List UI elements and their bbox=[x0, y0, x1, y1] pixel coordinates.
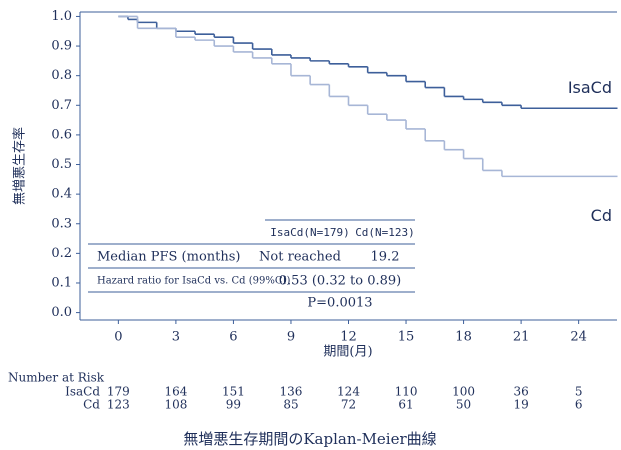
risk-row-label: Cd bbox=[83, 398, 100, 412]
x-tick-label: 0 bbox=[114, 330, 122, 345]
risk-value: 72 bbox=[341, 398, 356, 412]
x-tick-label: 6 bbox=[229, 330, 237, 345]
x-tick-label: 24 bbox=[570, 330, 587, 345]
risk-value: 110 bbox=[395, 385, 418, 399]
risk-value: 136 bbox=[280, 385, 303, 399]
risk-value: 99 bbox=[226, 398, 241, 412]
series-label: Cd bbox=[591, 206, 612, 225]
risk-title: Number at Risk bbox=[8, 371, 105, 385]
y-tick-label: 0.2 bbox=[51, 246, 72, 261]
x-tick-label: 15 bbox=[398, 330, 415, 345]
risk-value: 36 bbox=[513, 385, 528, 399]
caption: 無増悪生存期間のKaplan-Meier曲線 bbox=[183, 430, 436, 448]
x-tick-label: 18 bbox=[455, 330, 472, 345]
y-tick-label: 0.3 bbox=[51, 216, 72, 231]
y-tick-label: 0.5 bbox=[51, 157, 72, 172]
risk-value: 124 bbox=[337, 385, 360, 399]
x-tick-label: 12 bbox=[340, 330, 357, 345]
y-axis-label: 無増悪生存率 bbox=[12, 127, 28, 205]
risk-value: 179 bbox=[107, 385, 130, 399]
table-cell: Median PFS (months) bbox=[97, 250, 240, 265]
series-label: IsaCd bbox=[568, 78, 612, 97]
y-tick-label: 0.9 bbox=[51, 39, 72, 54]
risk-value: 100 bbox=[452, 385, 475, 399]
table-header: IsaCd(N=179) bbox=[270, 226, 349, 239]
y-tick-label: 1.0 bbox=[51, 9, 72, 24]
table-cell: Hazard ratio for IsaCd vs. Cd (99%CI) bbox=[97, 276, 290, 287]
risk-value: 108 bbox=[164, 398, 187, 412]
risk-value: 151 bbox=[222, 385, 245, 399]
x-tick-label: 3 bbox=[172, 330, 180, 345]
table-cell: Not reached bbox=[259, 250, 341, 265]
table-cell: 19.2 bbox=[371, 250, 400, 265]
risk-value: 85 bbox=[283, 398, 298, 412]
table-cell: P=0.0013 bbox=[307, 296, 372, 311]
y-tick-label: 0.6 bbox=[51, 127, 72, 142]
table-cell: 0.53 (0.32 to 0.89) bbox=[279, 274, 401, 289]
y-tick-label: 0.4 bbox=[51, 187, 72, 202]
x-tick-label: 21 bbox=[513, 330, 530, 345]
x-axis-label: 期間(月) bbox=[323, 345, 372, 360]
risk-value: 5 bbox=[575, 385, 583, 399]
y-tick-label: 0.8 bbox=[51, 68, 72, 83]
y-tick-label: 0.1 bbox=[51, 275, 72, 290]
risk-row-label: IsaCd bbox=[65, 385, 100, 399]
risk-value: 6 bbox=[575, 398, 583, 412]
y-tick-label: 0.7 bbox=[51, 98, 72, 113]
y-tick-label: 0.0 bbox=[51, 305, 72, 320]
risk-value: 123 bbox=[107, 398, 130, 412]
risk-value: 19 bbox=[513, 398, 528, 412]
risk-value: 61 bbox=[398, 398, 413, 412]
risk-value: 50 bbox=[456, 398, 471, 412]
table-header: Cd(N=123) bbox=[355, 226, 415, 239]
x-tick-label: 9 bbox=[287, 330, 295, 345]
risk-value: 164 bbox=[164, 385, 187, 399]
